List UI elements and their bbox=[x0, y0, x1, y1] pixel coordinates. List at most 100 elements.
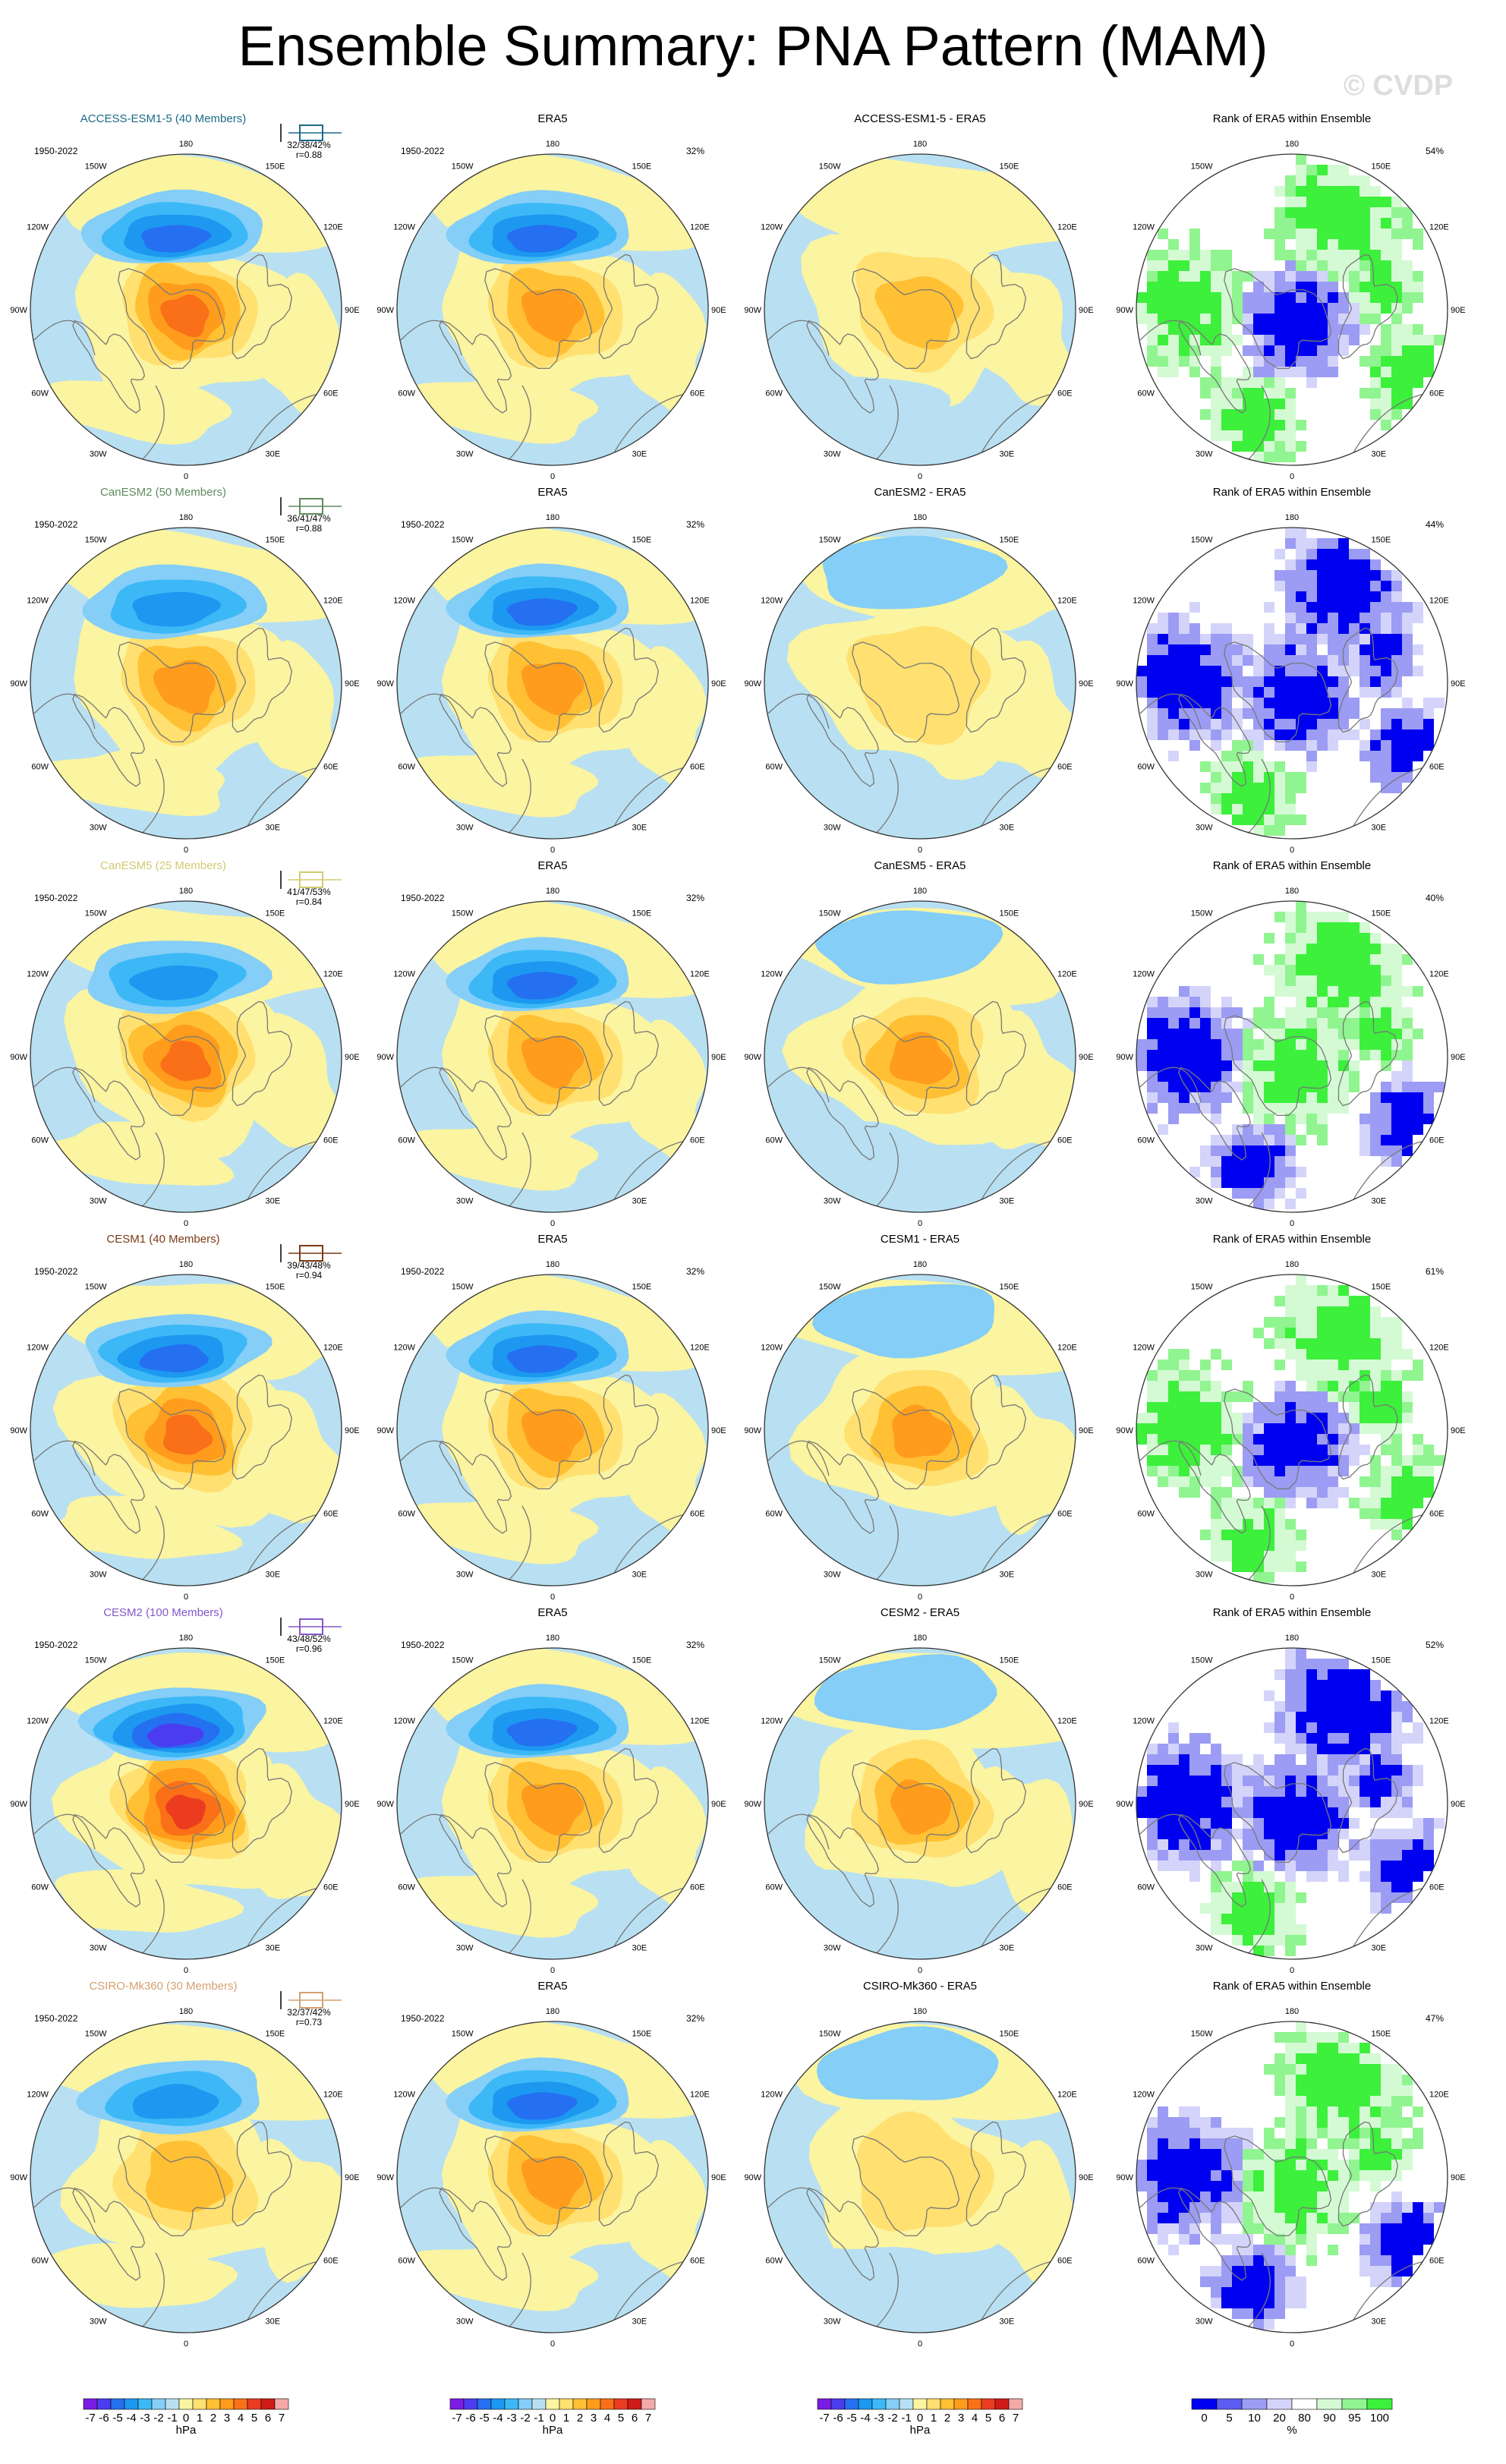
rank-cell bbox=[1168, 303, 1179, 314]
rank-cell bbox=[1189, 1039, 1200, 1050]
coastline bbox=[484, 1015, 593, 1117]
rank-cell bbox=[1317, 1786, 1328, 1797]
rank-cell bbox=[1253, 772, 1264, 783]
rank-cell bbox=[1338, 1754, 1349, 1765]
rank-cell bbox=[1221, 676, 1232, 687]
rank-cell bbox=[1274, 740, 1285, 751]
rank-cell bbox=[1306, 1455, 1317, 1466]
rank-cell bbox=[1381, 2085, 1391, 2096]
rank-cell bbox=[1402, 634, 1413, 644]
rank-cell bbox=[1274, 335, 1285, 345]
longitude-label: 180 bbox=[1285, 513, 1299, 522]
rank-cell bbox=[1274, 2170, 1285, 2181]
positive-anomaly-contour bbox=[521, 288, 584, 342]
rank-cell bbox=[1179, 2170, 1189, 2181]
rank-cell bbox=[1179, 1092, 1189, 1103]
rank-cell bbox=[1264, 2170, 1274, 2181]
rank-cell bbox=[1158, 1413, 1168, 1423]
colorbar-segment bbox=[531, 2398, 547, 2410]
longitude-label: 30E bbox=[266, 824, 281, 833]
longitude-label: 120E bbox=[690, 1717, 710, 1726]
rank-cell bbox=[1221, 1519, 1232, 1530]
rank-cell bbox=[1370, 1850, 1381, 1861]
rank-cell bbox=[1413, 1498, 1423, 1508]
rank-cell bbox=[1285, 581, 1296, 591]
rank-cell bbox=[1381, 1722, 1391, 1733]
rank-cell bbox=[1136, 1807, 1147, 1818]
rank-cell bbox=[1349, 175, 1359, 186]
rank-cell bbox=[1370, 623, 1381, 634]
longitude-label: 180 bbox=[179, 887, 193, 896]
rank-cell bbox=[1264, 303, 1274, 314]
rank-cell bbox=[1296, 165, 1306, 175]
rank-cell bbox=[1296, 1733, 1306, 1744]
rank-cell bbox=[1147, 1050, 1158, 1060]
colorbar-tick-label: 1 bbox=[931, 2412, 937, 2425]
longitude-label: 120E bbox=[323, 2091, 343, 2100]
rank-cell bbox=[1306, 1082, 1317, 1092]
rank-cell bbox=[1328, 197, 1338, 207]
rank-cell bbox=[1211, 1903, 1221, 1914]
rank-cell bbox=[1306, 954, 1317, 965]
map-field bbox=[764, 154, 1076, 465]
colorbar-segment bbox=[165, 2398, 180, 2410]
panel-title-obs: ERA5 bbox=[537, 1606, 567, 1619]
rank-cell bbox=[1338, 1722, 1349, 1733]
rank-cell bbox=[1306, 1018, 1317, 1029]
rank-cell bbox=[1274, 2117, 1285, 2128]
longitude-label: 60E bbox=[1429, 1883, 1445, 1892]
rank-cell bbox=[1391, 623, 1402, 634]
rank-cell bbox=[1253, 1807, 1264, 1818]
rank-cell bbox=[1391, 324, 1402, 335]
rank-cell bbox=[1232, 644, 1243, 655]
rank-cell bbox=[1158, 228, 1168, 239]
rank-cell bbox=[1306, 1744, 1317, 1754]
rank-cell bbox=[1179, 986, 1189, 997]
longitude-label: 90E bbox=[1451, 2173, 1466, 2182]
rank-cell bbox=[1158, 2170, 1168, 2181]
rank-cell bbox=[1147, 1829, 1158, 1839]
rank-cell bbox=[1381, 1744, 1391, 1754]
rank-cell bbox=[1168, 2181, 1179, 2191]
rank-cell bbox=[1296, 441, 1306, 452]
longitude-label: 150E bbox=[632, 909, 652, 918]
rank-cell bbox=[1381, 613, 1391, 623]
colorbar-segment bbox=[994, 2398, 1010, 2410]
rank-cell bbox=[1168, 1434, 1179, 1445]
rank-cell bbox=[1328, 2096, 1338, 2106]
rank-cell bbox=[1402, 1829, 1413, 1839]
rank-cell bbox=[1296, 2287, 1306, 2298]
map-border bbox=[396, 2021, 709, 2333]
map-panel: CESM2 (100 Members)1950-202243/48/52%r=0… bbox=[10, 1606, 359, 1975]
rank-cell bbox=[1317, 1701, 1328, 1712]
rank-cell bbox=[1211, 2181, 1221, 2191]
rank-cell bbox=[1168, 335, 1179, 345]
rank-cell bbox=[1391, 2085, 1402, 2096]
negative-anomaly-contour bbox=[147, 1723, 204, 1747]
rank-cell bbox=[1317, 559, 1328, 570]
rank-cell bbox=[1200, 1850, 1211, 1861]
rank-cell bbox=[1296, 2096, 1306, 2106]
longitude-label: 120E bbox=[1057, 223, 1077, 232]
rank-cell bbox=[1147, 1007, 1158, 1018]
rank-cell bbox=[1158, 634, 1168, 644]
longitude-label: 150W bbox=[1191, 535, 1213, 544]
rank-cell bbox=[1264, 2234, 1274, 2245]
rank-cell bbox=[1232, 303, 1243, 314]
rank-cell bbox=[1158, 1050, 1168, 1060]
rank-cell bbox=[1221, 335, 1232, 345]
rank-cell bbox=[1381, 1701, 1391, 1712]
rank-cell bbox=[1253, 2245, 1264, 2255]
rank-cell bbox=[1243, 1177, 1253, 1188]
rank-cell bbox=[1296, 1861, 1306, 1871]
rank-cell bbox=[1328, 1797, 1338, 1807]
rank-cell bbox=[1147, 356, 1158, 367]
rank-cell bbox=[1306, 708, 1317, 719]
rank-cell bbox=[1423, 345, 1434, 356]
rank-cell bbox=[1274, 1733, 1285, 1744]
panel-title-difference: CESM2 - ERA5 bbox=[881, 1606, 959, 1619]
positive-region bbox=[780, 2246, 965, 2312]
rank-cell bbox=[1328, 260, 1338, 271]
longitude-label: 30E bbox=[1000, 450, 1015, 459]
